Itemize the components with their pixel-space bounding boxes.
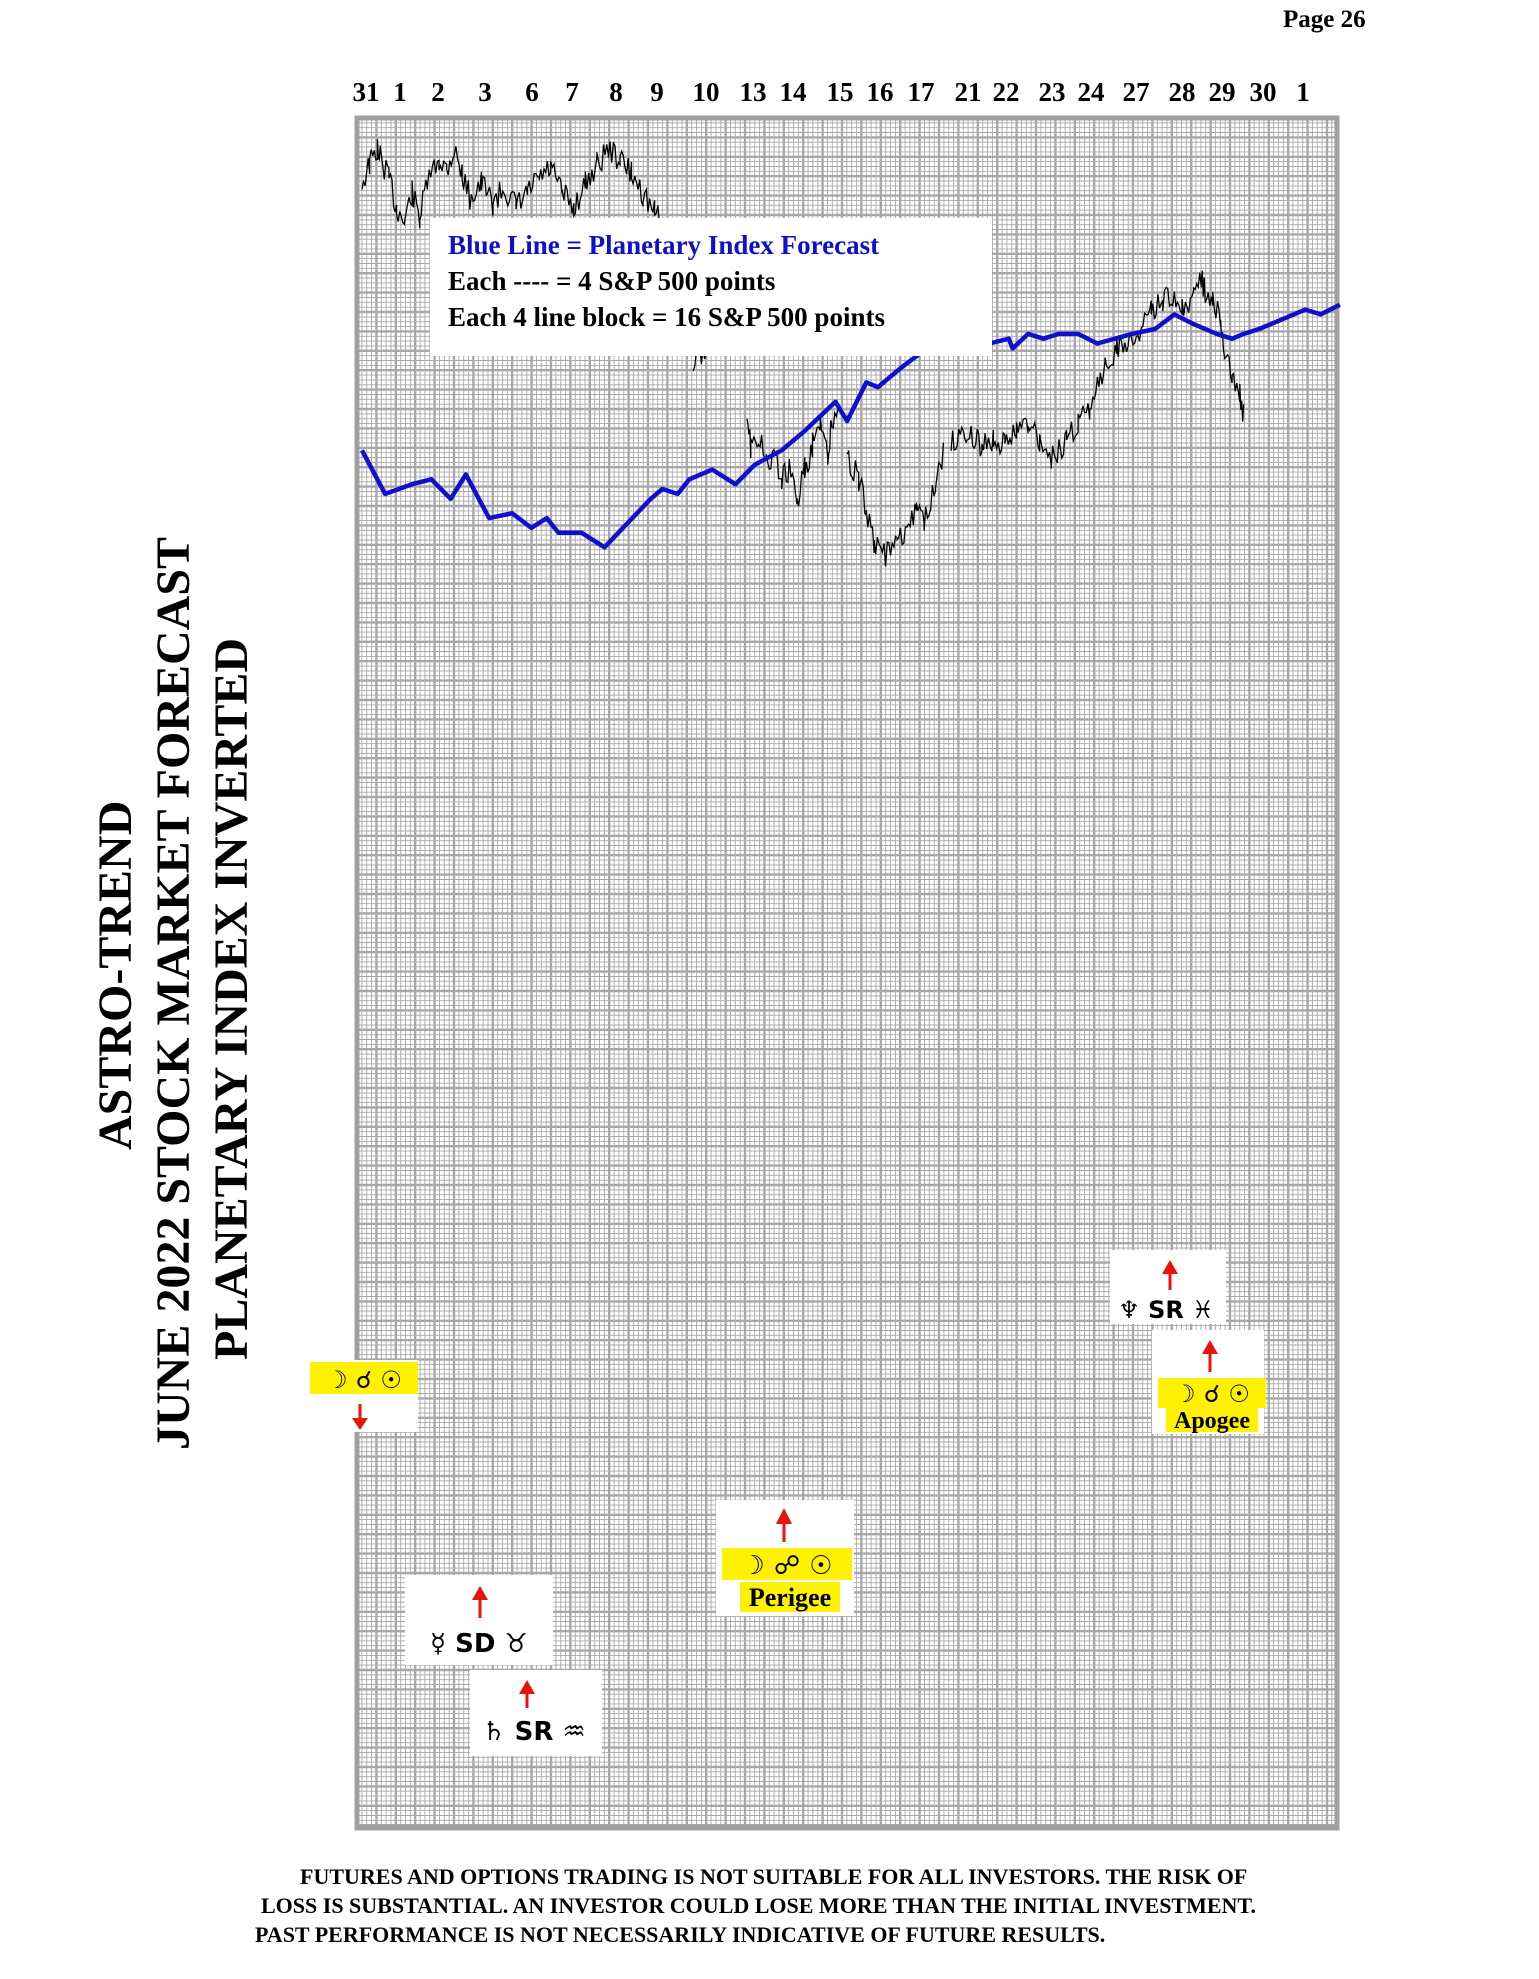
x-tick-label: 28 [1169, 77, 1196, 107]
x-tick-label: 9 [650, 77, 664, 107]
x-tick-label: 7 [565, 77, 579, 107]
arrow-up-icon [776, 1508, 792, 1524]
annotation-glyphs: ♆ SR ♓ [1118, 1296, 1214, 1324]
arrow-up-icon [1162, 1260, 1178, 1274]
x-tick-label: 15 [827, 77, 854, 107]
x-tick-label: 8 [609, 77, 623, 107]
x-tick-label: 1 [393, 77, 407, 107]
disclaimer-line-2: LOSS IS SUBSTANTIAL. AN INVESTOR COULD L… [261, 1893, 1256, 1918]
x-tick-label: 27 [1123, 77, 1150, 107]
x-tick-label: 10 [693, 77, 720, 107]
x-tick-label: 30 [1250, 77, 1277, 107]
legend-each-line: Each ---- = 4 S&P 500 points [448, 266, 775, 296]
annotation-saturn-sr: ♄ SR ♒ [470, 1670, 602, 1756]
x-tick-label: 22 [993, 77, 1020, 107]
x-tick-label: 13 [740, 77, 767, 107]
x-tick-label: 6 [525, 77, 539, 107]
annotation-full-moon-perigee: ☽ ☍ ☉ Perigee [716, 1500, 854, 1616]
x-tick-label: 17 [908, 77, 935, 107]
price-series-line [361, 139, 685, 334]
price-series-line [950, 270, 1245, 469]
arrow-up-icon [1202, 1340, 1218, 1354]
disclaimer-line-3: PAST PERFORMANCE IS NOT NECESSARILY INDI… [255, 1922, 1106, 1947]
annotation-mercury-sd: ☿ SD ♉ [405, 1575, 553, 1665]
annotation-glyphs: ☽ ☌ ☉ [1174, 1380, 1250, 1408]
arrow-up-icon [472, 1586, 488, 1600]
x-axis-labels: 31 1 2 3 6 7 8 9 10 13 14 15 16 17 21 22 23 24 27 28 29 30 1 [353, 77, 1310, 107]
price-series-line [746, 406, 840, 507]
x-tick-label: 1 [1296, 77, 1310, 107]
disclaimer-line-1: FUTURES AND OPTIONS TRADING IS NOT SUITA… [300, 1864, 1248, 1889]
x-tick-label: 31 [353, 77, 380, 107]
annotation-new-moon-apogee: ☽ ☌ ☉ Apogee [1152, 1330, 1266, 1434]
legend-forecast-line: Blue Line = Planetary Index Forecast [448, 230, 879, 260]
x-tick-label: 21 [955, 77, 982, 107]
price-series-layer [361, 139, 1245, 567]
legend-box [430, 218, 992, 356]
x-tick-label: 2 [431, 77, 445, 107]
annotation-glyphs: ☿ SD ♉ [430, 1629, 528, 1659]
x-tick-label: 29 [1209, 77, 1236, 107]
arrow-down-icon [352, 1418, 368, 1430]
risk-disclaimer: FUTURES AND OPTIONS TRADING IS NOT SUITA… [255, 1862, 1495, 1949]
annotation-glyphs: ♄ SR ♒ [482, 1717, 585, 1747]
legend-each-block: Each 4 line block = 16 S&P 500 points [448, 302, 885, 332]
x-tick-label: 16 [867, 77, 894, 107]
annotation-new-moon-start: ☽ ☌ ☉ [310, 1360, 418, 1432]
x-tick-label: 24 [1078, 77, 1105, 107]
annotation-label-apogee: Apogee [1174, 1408, 1250, 1434]
plot-border [354, 115, 1340, 1831]
page-number: Page 26 [1283, 6, 1366, 33]
annotation-glyphs: ☽ ☌ ☉ [326, 1366, 402, 1394]
annotation-label-perigee: Perigee [749, 1583, 831, 1612]
x-tick-label: 14 [780, 77, 807, 107]
legend: Blue Line = Planetary Index Forecast Eac… [430, 218, 992, 356]
x-tick-label: 3 [478, 77, 492, 107]
annotation-neptune-sr: ♆ SR ♓ [1110, 1250, 1226, 1324]
arrow-up-icon [519, 1680, 535, 1694]
price-series-line [846, 442, 945, 567]
x-tick-label: 23 [1039, 77, 1066, 107]
annotation-glyphs: ☽ ☍ ☉ [741, 1551, 832, 1581]
